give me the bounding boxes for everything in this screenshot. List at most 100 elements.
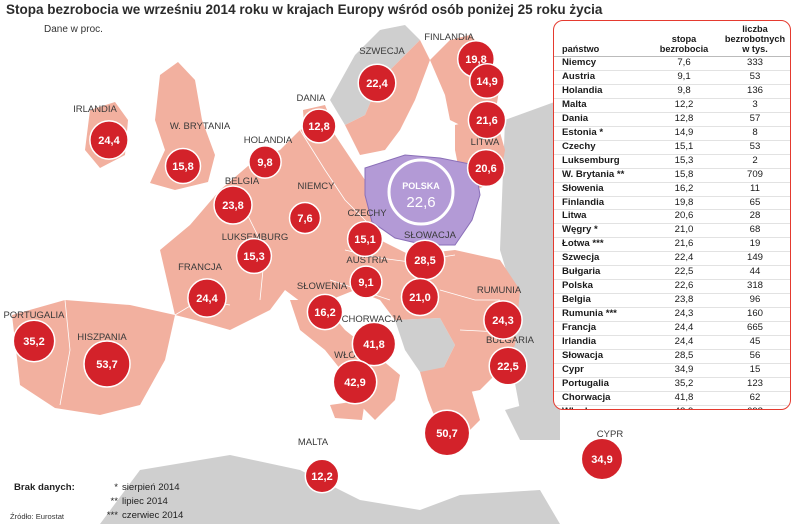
bubble-circle: [351, 321, 397, 367]
bubble-value: 16,2: [314, 307, 335, 319]
bubble-value: 34,9: [591, 454, 612, 466]
country-label: LITWA: [471, 137, 500, 148]
cell-rate: 35,2: [648, 377, 720, 392]
col-header-country: państwo: [554, 21, 648, 57]
country-label: DANIA: [296, 93, 326, 104]
country-labels: IRLANDIA W. BRYTANIA HOLANDIA BELGIA LUKSEMB…: [3, 32, 623, 448]
table-row: Irlandia 24,4 45: [554, 335, 790, 351]
country-label: CYPR: [597, 429, 624, 440]
cell-country: Portugalia: [554, 377, 648, 392]
cell-count: 698: [720, 405, 790, 409]
cell-rate: 16,2: [648, 182, 720, 197]
country-label: CHORWACJA: [342, 314, 403, 325]
cell-count: 56: [720, 349, 790, 364]
table-row: Francja 24,4 665: [554, 321, 790, 337]
table-row: Holandia 9,8 136: [554, 84, 790, 99]
bubble-value: 28,5: [414, 255, 435, 267]
bubble-value: 14,9: [476, 76, 497, 88]
cell-count: 57: [720, 112, 790, 127]
country-label: IRLANDIA: [73, 104, 117, 115]
cell-count: 333: [720, 56, 790, 71]
cell-country: Łotwa ***: [554, 237, 648, 253]
cell-country: Bułgaria: [554, 265, 648, 281]
table-row: Szwecja 22,4 149: [554, 251, 790, 267]
bubble-value: 21,0: [409, 292, 430, 304]
bubble-value: 15,1: [354, 234, 375, 246]
legend-label: lipiec 2014: [122, 496, 168, 507]
cell-rate: 15,3: [648, 154, 720, 169]
table-row: Bułgaria 22,5 44: [554, 265, 790, 281]
cell-country: Estonia *: [554, 126, 648, 141]
bubble-value: 23,8: [222, 200, 243, 212]
bubble: 20,6: [466, 148, 506, 188]
col-header-count: liczba bezrobotnych w tys.: [720, 21, 790, 57]
cell-count: 53: [720, 70, 790, 85]
data-table-panel: państwo stopa bezrobocia liczba bezrobot…: [553, 20, 791, 410]
bubble: 21,0: [400, 277, 440, 317]
table-row: Słowacja 28,5 56: [554, 349, 790, 364]
bubble: 9,1: [349, 265, 383, 299]
bubble: 7,6: [288, 201, 322, 235]
bubble-value: 20,6: [475, 163, 496, 175]
bubble: 28,5: [404, 239, 446, 281]
bubble-circle: [466, 148, 506, 188]
country-label: SŁOWENIA: [297, 281, 348, 292]
cell-count: 160: [720, 307, 790, 323]
bubble-value: 24,4: [98, 135, 120, 147]
bubble-circle: [164, 147, 202, 185]
bubble: 34,9: [580, 437, 624, 481]
poland-highlight: POLSKA 22,6: [387, 158, 455, 226]
cell-country: Słowacja: [554, 349, 648, 364]
bubble: 42,9: [332, 359, 378, 405]
legend-label: sierpień 2014: [122, 482, 180, 493]
bubble: 12,2: [304, 458, 340, 494]
cell-count: 665: [720, 321, 790, 337]
bubble: 15,8: [164, 147, 202, 185]
cell-country: Austria: [554, 70, 648, 85]
country-label: NIEMCY: [298, 181, 336, 192]
country-label: SZWECJA: [359, 46, 405, 57]
cell-country: Włochy: [554, 405, 648, 409]
bubble: 14,9: [468, 62, 506, 100]
bubble-circle: [349, 265, 383, 299]
cell-count: 709: [720, 168, 790, 183]
bubble: 53,7: [83, 340, 131, 388]
bubble-circle: [89, 120, 129, 160]
bubble-circle: [248, 145, 282, 179]
chart-title: Stopa bezrobocia we wrześniu 2014 roku w…: [6, 2, 603, 17]
cell-country: Rumunia ***: [554, 307, 648, 323]
country-label: RUMUNIA: [477, 285, 522, 296]
bubble-circle: [357, 63, 397, 103]
table-row: Malta 12,2 3: [554, 98, 790, 113]
bubble-value: 15,8: [172, 161, 193, 173]
data-table: państwo stopa bezrobocia liczba bezrobot…: [554, 21, 790, 409]
cell-country: Litwa: [554, 209, 648, 225]
table-row: Łotwa *** 21,6 19: [554, 237, 790, 253]
bubble: 21,6: [467, 100, 507, 140]
source-note: Źródło: Eurostat: [10, 512, 65, 521]
bubble-circle: [301, 108, 337, 144]
land-sicily: [330, 400, 365, 420]
cell-rate: 15,1: [648, 140, 720, 155]
bubble-circle: [483, 300, 523, 340]
bubble: 35,2: [12, 319, 56, 363]
bubble: 22,4: [357, 63, 397, 103]
country-label: FINLANDIA: [424, 32, 474, 43]
table-row: W. Brytania ** 15,8 709: [554, 168, 790, 183]
country-label: HOLANDIA: [244, 135, 293, 146]
bubble-circle: [580, 437, 624, 481]
bubble: 15,3: [235, 237, 273, 275]
legend-label: czerwiec 2014: [122, 510, 184, 521]
bubble-value: 12,8: [308, 121, 329, 133]
bubble-circle: [288, 201, 322, 235]
bubble: 24,4: [187, 278, 227, 318]
bubble-value: 50,7: [436, 428, 457, 440]
bubble-value: 22,5: [497, 361, 518, 373]
bubble-value: 15,3: [243, 251, 264, 263]
cell-rate: 34,9: [648, 363, 720, 378]
country-label: HISZPANIA: [77, 332, 127, 343]
cell-country: Chorwacja: [554, 391, 648, 406]
land-non-eu-turkey: [505, 395, 560, 440]
country-label: BELGIA: [225, 176, 260, 187]
